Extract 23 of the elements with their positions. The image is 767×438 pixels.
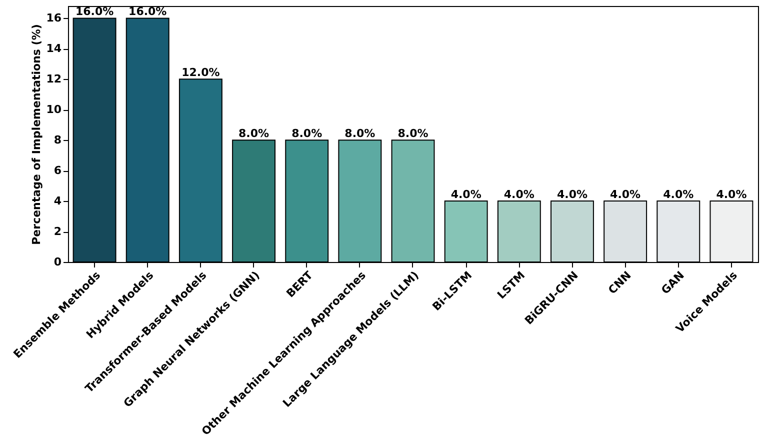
y-tick-label: 6 bbox=[54, 164, 62, 178]
y-tick-label: 4 bbox=[54, 194, 62, 208]
data-label: 8.0% bbox=[238, 127, 270, 140]
data-label: 4.0% bbox=[450, 188, 482, 202]
data-label: 12.0% bbox=[182, 66, 220, 80]
data-label: 4.0% bbox=[716, 188, 747, 202]
y-tick-label: 12 bbox=[46, 72, 62, 86]
y-tick-label: 2 bbox=[54, 225, 62, 238]
data-label: 8.0% bbox=[398, 127, 428, 140]
y-tick-label: 14 bbox=[46, 42, 62, 56]
data-label: 16.0% bbox=[128, 5, 167, 18]
data-label: 8.0% bbox=[292, 127, 322, 140]
data-label: 8.0% bbox=[344, 127, 376, 140]
y-tick-label: 8 bbox=[54, 134, 62, 147]
y-tick-label: 16 bbox=[46, 12, 62, 25]
data-label: 4.0% bbox=[663, 188, 694, 202]
y-tick-label: 0 bbox=[54, 256, 62, 268]
data-label: 4.0% bbox=[504, 188, 534, 202]
data-label: 4.0% bbox=[556, 188, 588, 202]
data-label: 16.0% bbox=[75, 5, 114, 18]
y-axis-title: Percentage of Implementations (%) bbox=[30, 24, 44, 245]
data-label: 4.0% bbox=[610, 188, 641, 202]
y-tick-label: 10 bbox=[46, 103, 62, 116]
